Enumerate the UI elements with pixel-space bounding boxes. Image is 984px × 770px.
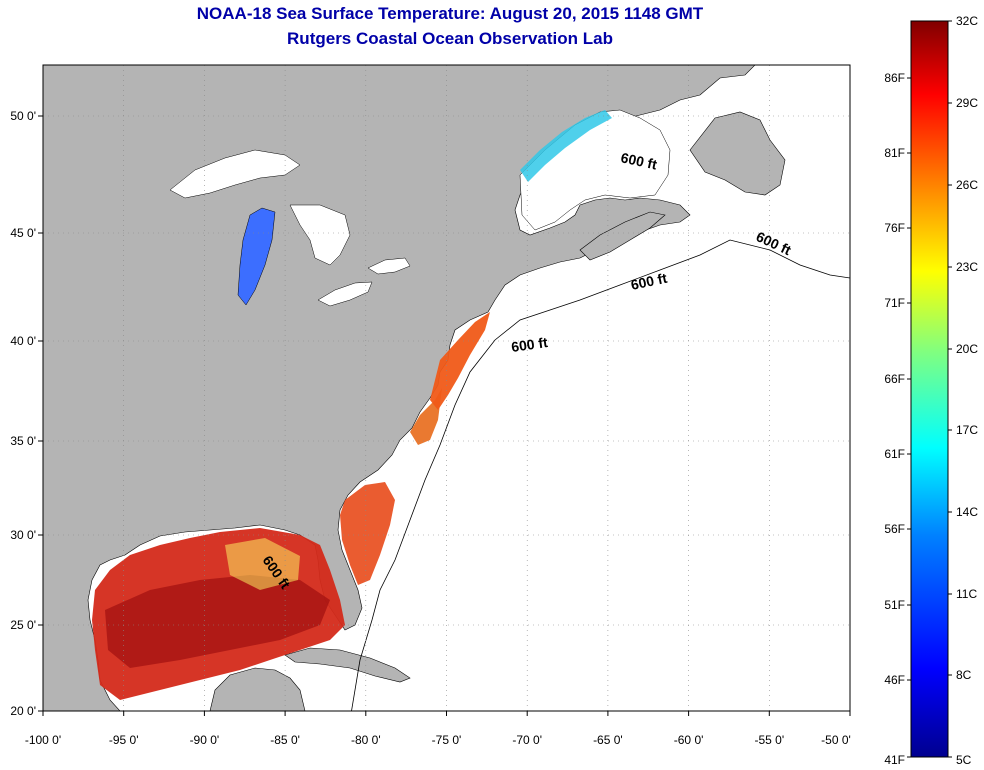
colorbar-c-label: 20C [956, 342, 978, 356]
sst-gulf-warm [105, 575, 330, 668]
x-tick-label: -50 0' [821, 733, 851, 747]
chart-title: NOAA-18 Sea Surface Temperature: August … [196, 4, 704, 23]
x-tick-label: -60 0' [674, 733, 704, 747]
y-tick-label: 40 0' [10, 334, 36, 348]
lake-ontario [367, 257, 411, 275]
colorbar-c-label: 14C [956, 505, 978, 519]
colorbar-c-label: 32C [956, 14, 978, 28]
colorbar [910, 20, 949, 758]
x-tick-label: -85 0' [270, 733, 300, 747]
colorbar-f-label: 51F [884, 598, 905, 612]
colorbar-c-label: 11C [956, 587, 977, 601]
colorbar-f-label: 56F [884, 522, 905, 536]
lake-superior [169, 149, 301, 199]
land-cuba [284, 647, 411, 683]
land-newfoundland [689, 111, 786, 196]
x-tick-label: -100 0' [25, 733, 61, 747]
lake-huron [289, 204, 351, 266]
colorbar-f-label: 81F [884, 146, 905, 160]
y-tick-label: 25 0' [10, 618, 36, 632]
colorbar-f-label: 61F [884, 447, 905, 461]
colorbar-c-label: 26C [956, 178, 978, 192]
y-tick-label: 20 0' [10, 704, 36, 718]
colorbar-c-label: 17C [956, 423, 978, 437]
contour-label-600ft: 600 ft [629, 270, 668, 293]
chart-subtitle: Rutgers Coastal Ocean Observation Lab [287, 29, 613, 48]
x-tick-label: -70 0' [512, 733, 542, 747]
contour-label-600ft: 600 ft [619, 149, 658, 172]
y-tick-label: 45 0' [10, 226, 36, 240]
colorbar-f-label: 46F [884, 673, 905, 687]
colorbar-c-label: 8C [956, 668, 972, 682]
x-tick-label: -80 0' [351, 733, 381, 747]
colorbar-ticks [907, 20, 952, 758]
colorbar-c-label: 23C [956, 260, 978, 274]
colorbar-c-label: 29C [956, 96, 978, 110]
colorbar-f-label: 66F [884, 372, 905, 386]
y-tick-label: 50 0' [10, 109, 36, 123]
axis-ticks [38, 115, 851, 716]
x-tick-label: -90 0' [190, 733, 220, 747]
colorbar-f-label: 86F [884, 71, 905, 85]
x-tick-label: -55 0' [754, 733, 784, 747]
land-nova-scotia [579, 211, 666, 261]
contour-600ft-line [351, 239, 850, 711]
x-tick-label: -65 0' [593, 733, 623, 747]
land-yucatan [209, 667, 306, 711]
colorbar-f-label: 76F [884, 221, 905, 235]
sst-st-lawrence [520, 110, 612, 182]
lake-erie [317, 281, 373, 307]
colorbar-c-label: 5C [956, 753, 972, 767]
colorbar-f-label: 41F [884, 753, 905, 767]
x-tick-label: -95 0' [109, 733, 139, 747]
sst-gulf-cool [225, 538, 300, 590]
y-tick-label: 35 0' [10, 434, 36, 448]
contour-label-600ft: 600 ft [510, 334, 549, 355]
y-tick-label: 30 0' [10, 528, 36, 542]
lake-michigan [237, 207, 276, 306]
sst-florida-atlantic [340, 482, 395, 585]
colorbar-f-label: 71F [884, 296, 905, 310]
sst-mid-atlantic [430, 312, 490, 410]
x-tick-label: -75 0' [432, 733, 462, 747]
